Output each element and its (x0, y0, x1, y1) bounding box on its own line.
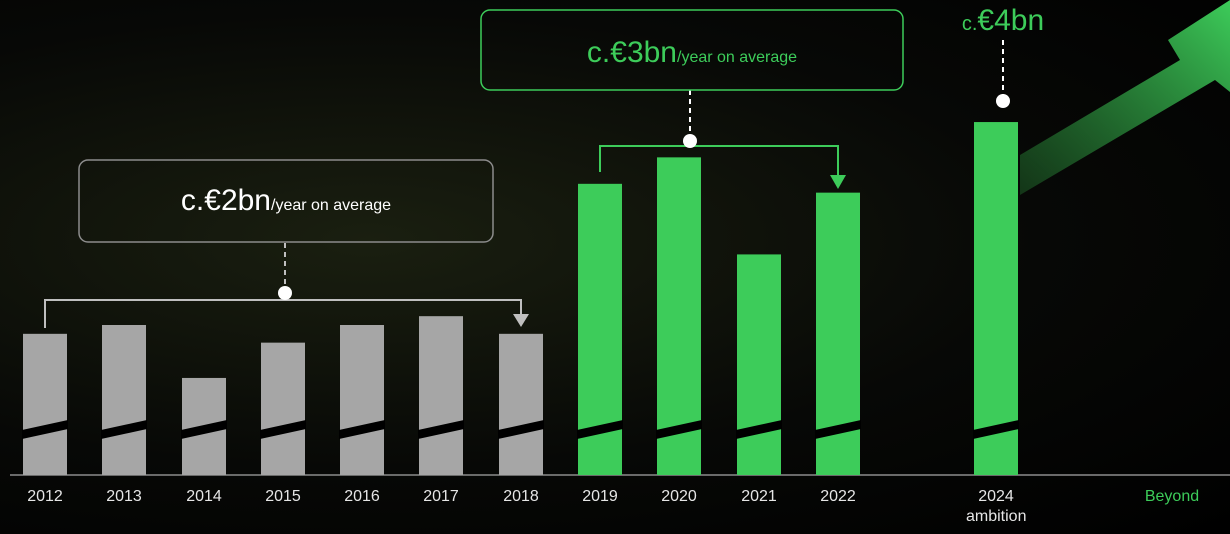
x-tick-label: 2017 (423, 488, 459, 505)
dot (996, 94, 1010, 108)
x-tick-label: 2016 (344, 488, 380, 505)
bar (737, 254, 781, 475)
annotation-main: c.€2bn (181, 184, 271, 217)
annotation: c.€4bn (962, 4, 1044, 37)
axis-break (973, 420, 1019, 439)
bar (974, 122, 1018, 475)
annotation-prefix: c. (962, 13, 978, 35)
bar (340, 325, 384, 475)
axis-break (181, 420, 227, 439)
annotation: c.€2bn/year on average (181, 184, 391, 217)
arrow-head (513, 314, 529, 327)
axis-break (418, 420, 464, 439)
x-tick-label: 2012 (27, 488, 63, 505)
axis-break (498, 420, 544, 439)
annotation-sub: /year on average (271, 197, 391, 214)
bar (102, 325, 146, 475)
axis-break (656, 420, 702, 439)
annotation: c.€3bn/year on average (587, 36, 797, 69)
axis-break (22, 420, 68, 439)
bar (261, 342, 305, 475)
x-tick-label: 2024 ambition (966, 488, 1027, 525)
growth-arrow (1020, 0, 1230, 195)
annotation-main: €4bn (977, 4, 1044, 37)
x-tick-label: 2020 (661, 488, 697, 505)
x-tick-label: 2018 (503, 488, 539, 505)
x-tick-label: 2014 (186, 488, 222, 505)
x-tick-label: 2021 (741, 488, 777, 505)
bar (419, 316, 463, 475)
axis-break (736, 420, 782, 439)
x-tick-label: 2013 (106, 488, 142, 505)
green-bracket (480, 9, 904, 178)
x-tick-label: 2019 (582, 488, 618, 505)
axis-break (260, 420, 306, 439)
axis-break (339, 420, 385, 439)
axis-break (815, 420, 861, 439)
axis-break (101, 420, 147, 439)
axis-break (577, 420, 623, 439)
dot (278, 286, 292, 300)
dot (683, 134, 697, 148)
x-tick-label: 2015 (265, 488, 301, 505)
beyond-label: Beyond (1144, 488, 1200, 505)
annotation-main: c.€3bn (587, 36, 677, 69)
arrow-head (830, 175, 846, 189)
bar (23, 333, 67, 475)
gray-bracket (44, 159, 522, 328)
bar (499, 333, 543, 475)
x-tick-label: 2022 (820, 488, 856, 505)
annotation-sub: /year on average (677, 49, 797, 66)
